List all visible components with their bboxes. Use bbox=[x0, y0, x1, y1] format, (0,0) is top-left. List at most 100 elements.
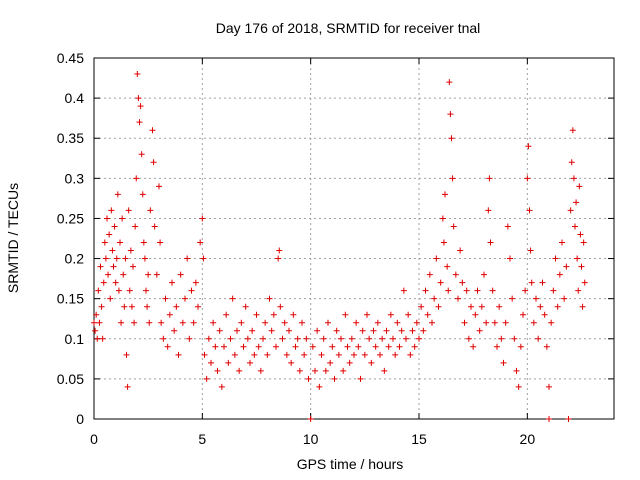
data-point bbox=[487, 239, 494, 246]
data-point bbox=[320, 335, 327, 342]
data-point bbox=[520, 311, 526, 318]
data-point bbox=[108, 207, 115, 214]
data-points bbox=[91, 71, 588, 422]
data-point bbox=[221, 343, 227, 350]
data-point bbox=[203, 375, 210, 382]
data-point bbox=[106, 231, 113, 238]
data-point bbox=[442, 191, 448, 198]
data-point bbox=[249, 327, 256, 334]
y-tick-label: 0.05 bbox=[57, 371, 84, 387]
data-point bbox=[137, 103, 144, 110]
data-point bbox=[509, 295, 516, 302]
data-point bbox=[435, 303, 442, 310]
data-point bbox=[574, 255, 581, 262]
y-tick-label: 0.35 bbox=[57, 130, 84, 146]
data-point bbox=[262, 319, 269, 326]
data-point bbox=[457, 247, 464, 254]
data-point bbox=[346, 359, 353, 366]
data-point bbox=[500, 359, 507, 366]
data-point bbox=[485, 207, 492, 214]
data-point bbox=[111, 223, 118, 230]
data-point bbox=[104, 215, 110, 222]
data-point bbox=[468, 303, 474, 310]
data-point bbox=[149, 127, 156, 134]
data-point bbox=[526, 207, 533, 214]
data-point bbox=[305, 375, 312, 382]
y-tick-label: 0.2 bbox=[65, 251, 85, 267]
data-point bbox=[227, 335, 234, 342]
data-point bbox=[171, 327, 178, 334]
data-point bbox=[494, 343, 500, 350]
data-point bbox=[398, 327, 405, 334]
data-point bbox=[377, 351, 383, 358]
data-point bbox=[552, 255, 559, 262]
data-point bbox=[138, 151, 145, 158]
data-point bbox=[372, 343, 379, 350]
data-point bbox=[550, 287, 557, 294]
data-point bbox=[151, 223, 158, 230]
data-point bbox=[483, 319, 490, 326]
data-point bbox=[465, 335, 472, 342]
data-point bbox=[264, 351, 271, 358]
data-point bbox=[143, 287, 149, 294]
data-point bbox=[344, 343, 351, 350]
data-point bbox=[208, 359, 214, 366]
x-tick-label: 5 bbox=[198, 431, 206, 447]
data-point bbox=[205, 335, 212, 342]
data-point bbox=[580, 239, 587, 246]
data-point bbox=[522, 287, 529, 294]
data-point bbox=[366, 335, 373, 342]
data-point bbox=[361, 351, 368, 358]
data-point bbox=[135, 95, 142, 102]
data-point bbox=[461, 319, 468, 326]
data-point bbox=[411, 343, 418, 350]
data-point bbox=[335, 351, 342, 358]
data-point bbox=[175, 351, 182, 358]
data-point bbox=[257, 367, 264, 374]
data-point bbox=[568, 159, 575, 166]
data-point bbox=[153, 271, 160, 278]
data-point bbox=[307, 416, 314, 422]
data-point bbox=[530, 319, 537, 326]
data-point bbox=[541, 311, 548, 318]
data-point bbox=[431, 295, 438, 302]
data-point bbox=[416, 335, 422, 342]
data-point bbox=[446, 79, 453, 86]
data-point bbox=[390, 335, 396, 342]
data-point bbox=[98, 303, 105, 310]
data-point bbox=[276, 247, 283, 254]
data-point bbox=[115, 287, 122, 294]
data-point bbox=[234, 327, 240, 334]
data-point bbox=[409, 327, 416, 334]
data-point bbox=[351, 351, 357, 358]
data-point bbox=[370, 327, 377, 334]
data-point bbox=[567, 207, 574, 214]
data-point bbox=[102, 255, 109, 262]
data-point bbox=[579, 303, 586, 310]
data-point bbox=[113, 255, 120, 262]
data-point bbox=[93, 311, 100, 318]
data-point bbox=[200, 255, 207, 262]
data-point bbox=[131, 319, 138, 326]
data-point bbox=[418, 303, 425, 310]
y-tick-label: 0 bbox=[76, 411, 84, 427]
data-point bbox=[214, 367, 221, 374]
data-point bbox=[396, 343, 403, 350]
data-point bbox=[273, 343, 279, 350]
data-point bbox=[179, 319, 186, 326]
data-point bbox=[146, 319, 153, 326]
data-point bbox=[527, 247, 534, 254]
data-point bbox=[575, 287, 582, 294]
data-point bbox=[96, 319, 103, 326]
data-point bbox=[141, 255, 148, 262]
y-tick-label: 0.1 bbox=[65, 331, 85, 347]
data-point bbox=[114, 191, 121, 198]
data-point bbox=[489, 287, 496, 294]
data-point bbox=[325, 319, 331, 326]
data-point bbox=[400, 287, 407, 294]
data-point bbox=[99, 335, 106, 342]
data-point bbox=[236, 367, 243, 374]
data-point bbox=[125, 207, 132, 214]
